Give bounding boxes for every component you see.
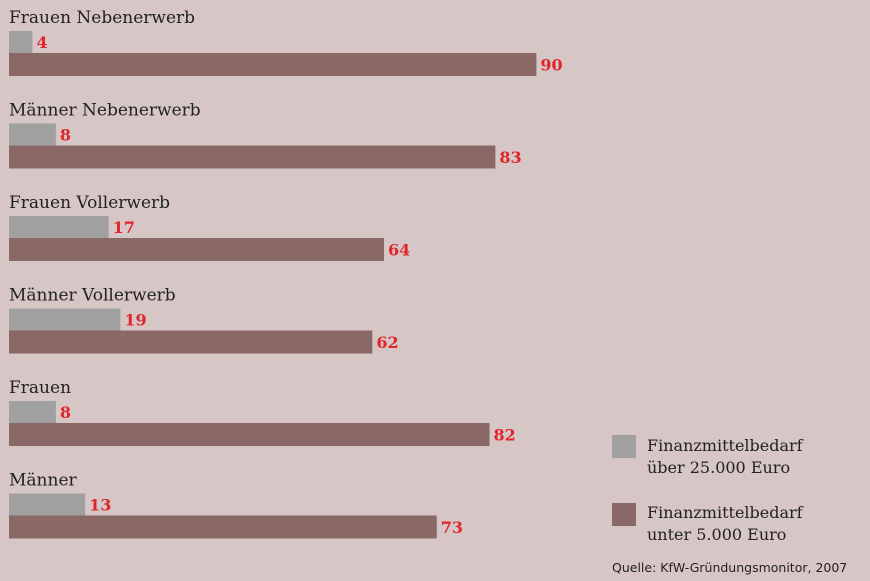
bar-under-5000 bbox=[9, 238, 385, 261]
bar-under-5000 bbox=[9, 515, 437, 539]
bar-over-25000 bbox=[9, 216, 109, 238]
bar-over-25000 bbox=[9, 123, 56, 146]
category-label: Männer Vollerwerb bbox=[9, 286, 176, 306]
category-label: Frauen Vollerwerb bbox=[9, 193, 170, 213]
value-label: 4 bbox=[36, 33, 47, 52]
value-label: 64 bbox=[388, 241, 410, 260]
legend-label-over-25000-line1: Finanzmittelbedarf bbox=[647, 436, 804, 455]
bar-over-25000 bbox=[9, 401, 56, 423]
value-label: 83 bbox=[499, 148, 521, 167]
value-label: 73 bbox=[441, 518, 463, 537]
legend-swatch-over-25000 bbox=[612, 435, 636, 458]
category-label: Männer Nebenerwerb bbox=[9, 101, 201, 121]
bar-over-25000 bbox=[9, 493, 86, 516]
value-label: 13 bbox=[89, 496, 111, 515]
bar-group-frauen-nebenerwerb: Frauen Nebenerwerb 4 90 bbox=[9, 8, 563, 76]
bar-over-25000 bbox=[9, 31, 33, 53]
value-label: 82 bbox=[494, 426, 516, 445]
bar-group-maenner-nebenerwerb: Männer Nebenerwerb 8 83 bbox=[9, 101, 522, 169]
bar-under-5000 bbox=[9, 53, 537, 76]
bar-under-5000 bbox=[9, 423, 490, 446]
legend-label-under-5000-line2: unter 5.000 Euro bbox=[647, 525, 786, 544]
bar-under-5000 bbox=[9, 330, 373, 354]
value-label: 62 bbox=[376, 333, 398, 352]
category-label: Frauen Nebenerwerb bbox=[9, 8, 195, 28]
bar-group-frauen-vollerwerb: Frauen Vollerwerb 17 64 bbox=[9, 193, 410, 261]
legend: Finanzmittelbedarf über 25.000 Euro Fina… bbox=[612, 435, 804, 544]
bar-under-5000 bbox=[9, 145, 496, 169]
value-label: 19 bbox=[124, 311, 146, 330]
category-label: Frauen bbox=[9, 378, 71, 398]
bar-group-maenner: Männer 13 73 bbox=[9, 471, 463, 539]
legend-label-under-5000-line1: Finanzmittelbedarf bbox=[647, 503, 804, 522]
value-label: 8 bbox=[60, 126, 71, 145]
legend-label-over-25000-line2: über 25.000 Euro bbox=[647, 458, 790, 477]
value-label: 90 bbox=[540, 56, 562, 75]
value-label: 17 bbox=[113, 218, 135, 237]
bars-layer: Frauen Nebenerwerb 4 90 Männer Nebenerwerb 8… bbox=[9, 8, 563, 539]
bar-group-frauen: Frauen 8 82 bbox=[9, 378, 516, 446]
legend-swatch-under-5000 bbox=[612, 503, 636, 526]
category-label: Männer bbox=[9, 471, 78, 491]
source-note: Quelle: KfW-Gründungsmonitor, 2007 bbox=[612, 560, 847, 575]
value-label: 8 bbox=[60, 403, 71, 422]
bar-group-maenner-vollerwerb: Männer Vollerwerb 19 62 bbox=[9, 286, 399, 354]
bar-over-25000 bbox=[9, 308, 121, 331]
